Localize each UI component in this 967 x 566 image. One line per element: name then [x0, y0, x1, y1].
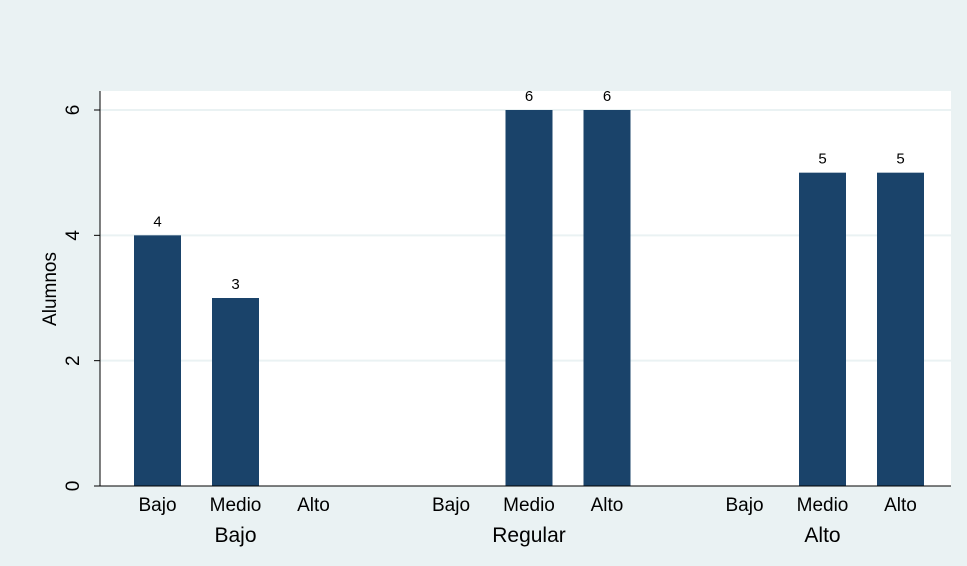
bar-value-label: 6	[603, 88, 611, 105]
bar	[212, 298, 259, 486]
x-tick-label: Medio	[503, 495, 555, 516]
x-tick-label: Bajo	[725, 495, 763, 516]
y-tick-label: 0	[63, 481, 84, 492]
x-tick-label: Bajo	[432, 495, 470, 516]
x-tick-label: Alto	[297, 495, 330, 516]
bar-value-label: 5	[896, 151, 904, 168]
bar-value-label: 5	[818, 151, 826, 168]
bars	[134, 110, 924, 486]
bar	[877, 172, 924, 486]
y-axis-ticks: 0 2 4 6	[63, 105, 100, 492]
bar-value-label: 3	[231, 276, 239, 293]
bar-value-label: 6	[525, 88, 533, 105]
x-tick-label: Alto	[591, 495, 624, 516]
x-group-label: Regular	[492, 524, 566, 547]
y-tick-label: 4	[63, 230, 84, 241]
x-group-label: Bajo	[214, 524, 256, 547]
x-tick-label: Medio	[797, 495, 849, 516]
bar	[505, 110, 553, 486]
value-labels: 4 3 6 6 5 5	[153, 88, 904, 293]
bar-value-label: 4	[153, 213, 161, 230]
x-group-label: Alto	[804, 524, 840, 547]
bar	[134, 235, 181, 486]
y-axis-label: Alumnos	[40, 252, 61, 326]
bar	[583, 110, 631, 486]
y-tick-label: 6	[63, 105, 84, 116]
x-tick-label: Medio	[210, 495, 262, 516]
x-tick-label: Alto	[884, 495, 917, 516]
x-tick-label: Bajo	[138, 495, 176, 516]
y-tick-label: 2	[63, 355, 84, 366]
x-axis-labels: Bajo Medio Alto Bajo Bajo Medio Alto Regular Baj…	[138, 495, 916, 547]
bar	[799, 172, 846, 486]
